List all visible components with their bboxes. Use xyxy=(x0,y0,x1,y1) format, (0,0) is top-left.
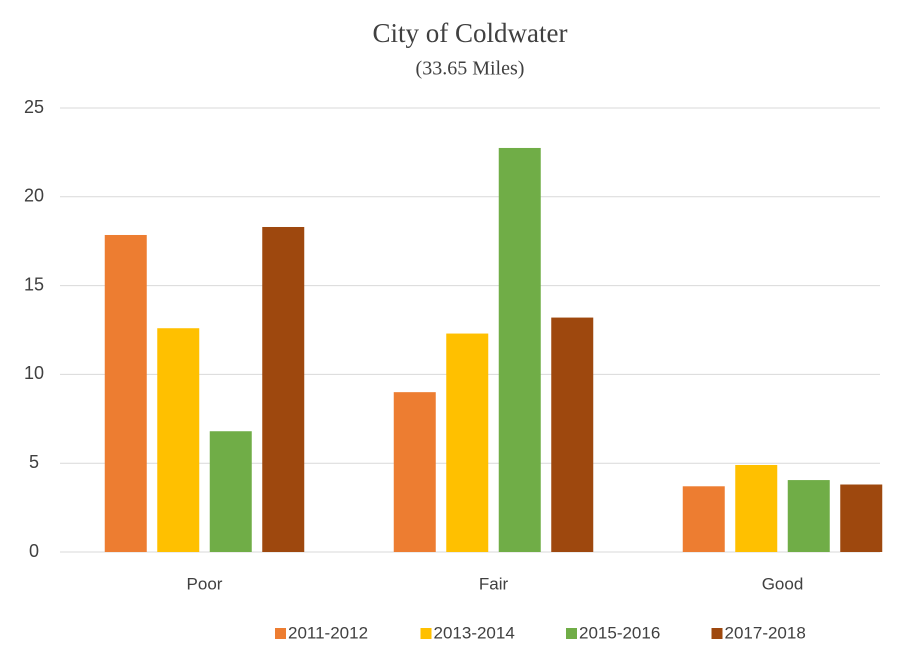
legend-swatch xyxy=(420,628,432,639)
legend-swatch xyxy=(711,628,723,639)
x-tick-label: Poor xyxy=(187,574,223,593)
x-tick-label: Good xyxy=(762,574,804,593)
bar xyxy=(840,484,883,552)
y-tick-label: 25 xyxy=(24,97,44,117)
legend-swatch xyxy=(275,628,286,639)
x-tick-label: Fair xyxy=(479,574,509,593)
chart-title: City of Coldwater xyxy=(373,18,568,48)
bar xyxy=(682,486,725,552)
bar xyxy=(157,328,200,552)
y-tick-label: 15 xyxy=(24,274,44,294)
chart-subtitle: (33.65 Miles) xyxy=(416,58,525,80)
legend-label: 2017-2018 xyxy=(725,623,806,642)
legend-label: 2015-2016 xyxy=(579,623,660,642)
y-tick-label: 5 xyxy=(29,452,39,472)
y-tick-label: 0 xyxy=(29,541,39,561)
legend-label: 2013-2014 xyxy=(434,623,515,642)
bar xyxy=(209,431,252,552)
y-tick-label: 10 xyxy=(24,363,44,383)
bar xyxy=(104,234,147,552)
bar xyxy=(393,392,436,552)
bar xyxy=(551,317,594,552)
legend-label: 2011-2012 xyxy=(288,623,368,642)
bar xyxy=(262,226,305,552)
bar xyxy=(498,147,541,552)
legend-swatch xyxy=(566,628,577,639)
y-tick-label: 20 xyxy=(24,186,44,206)
bar xyxy=(787,480,830,552)
bar xyxy=(735,464,778,552)
bar xyxy=(446,333,489,552)
